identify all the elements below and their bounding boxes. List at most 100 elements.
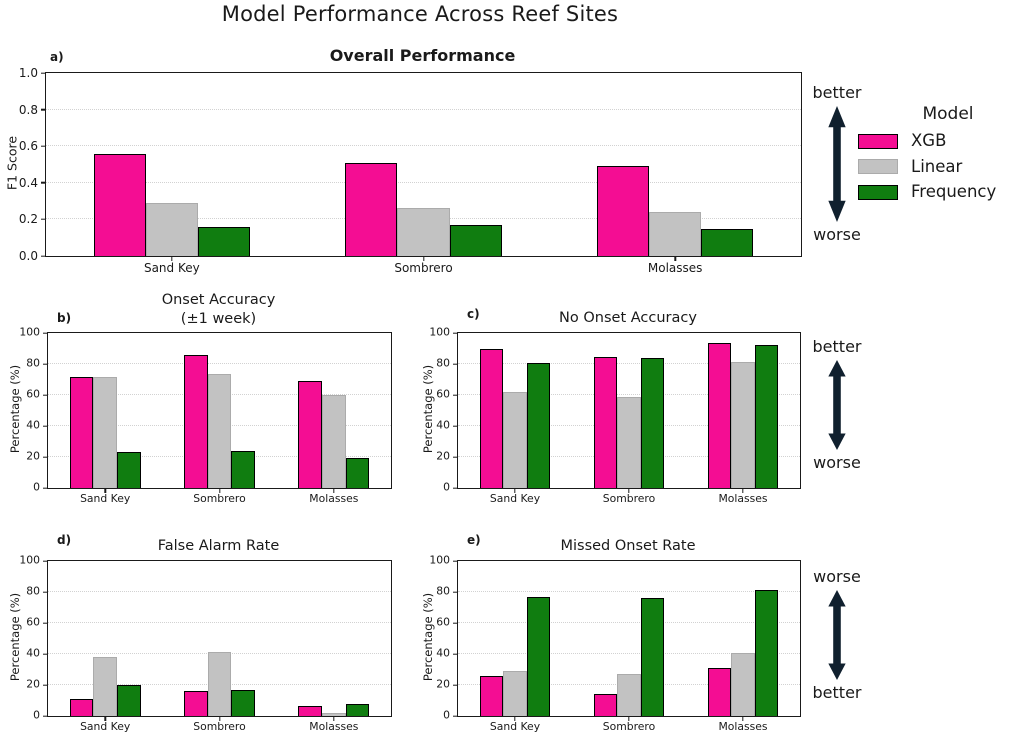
x-tick-mark [742,716,744,721]
x-tick-label-sand-key: Sand Key [80,720,131,733]
y-tick-mark [43,591,48,593]
y-tick-mark [43,363,48,365]
panel-label-b: b) [57,311,72,325]
y-tick-label: 20 [26,677,40,691]
gridline [48,591,391,592]
direction-annotation-e: worse better [799,567,875,703]
bar-linear-sombrero [207,652,232,716]
x-tick-label-sand-key: Sand Key [143,261,200,275]
x-tick-mark [422,256,425,261]
x-tick-label-sand-key: Sand Key [80,492,131,505]
gridline [48,622,391,623]
bar-linear-molasses [321,712,346,716]
y-tick-mark [43,560,48,562]
y-tick-mark [41,72,46,74]
y-tick-label: 100 [429,325,450,339]
y-axis-label-e: Percentage (%) [421,592,435,682]
x-tick-label-sand-key: Sand Key [489,720,541,733]
gridline [458,653,800,654]
x-tick-label-molasses: Molasses [647,261,703,275]
x-tick-label-sombrero: Sombrero [193,492,246,505]
bar-linear-sombrero [397,208,450,256]
y-tick-mark [43,394,48,396]
bar-frequency-sombrero [640,598,665,716]
y-tick-label: 60 [436,387,450,401]
better-label-c: better [812,337,862,356]
y-tick-label: 0.0 [18,249,38,263]
y-tick-mark [43,684,48,686]
bar-linear-molasses [731,653,755,716]
y-tick-mark [41,108,46,111]
legend-swatch-xgb [858,133,898,149]
y-tick-mark [41,145,46,147]
y-tick-mark [453,363,458,365]
y-tick-label: 20 [436,449,450,463]
y-tick-mark [41,255,46,257]
x-tick-label-molasses: Molasses [309,492,359,505]
panel-label-d: d) [57,533,72,547]
gridline [458,394,800,395]
y-tick-label: 100 [19,325,40,339]
y-axis-label-c: Percentage (%) [421,364,435,454]
bar-xgb-sombrero [183,691,208,716]
y-tick-mark [43,456,48,458]
y-axis-label-a: F1 Score [4,135,20,191]
x-tick-mark [104,488,106,493]
x-tick-label-molasses: Molasses [718,492,768,505]
double-arrow-icon [828,590,846,681]
double-arrow-icon [828,360,846,451]
bar-frequency-sombrero [231,690,255,716]
bar-linear-sand-key [503,391,527,488]
bar-linear-sombrero [617,396,641,488]
y-tick-mark [453,591,458,593]
y-tick-mark [453,560,458,562]
x-tick-mark [218,716,221,721]
y-tick-mark [453,622,458,624]
gridline [458,622,800,623]
x-tick-mark [171,256,173,261]
y-tick-label: 40 [26,418,40,432]
x-tick-label-molasses: Molasses [718,720,768,733]
bar-xgb-sand-key [69,377,94,488]
legend-label-frequency: Frequency [911,182,997,201]
panel-label-a: a) [50,50,64,64]
y-tick-label: 0 [33,480,40,494]
y-tick-mark [43,715,48,717]
x-tick-label-molasses: Molasses [309,720,359,733]
y-tick-label: 60 [26,387,40,401]
bar-frequency-molasses [701,228,754,256]
bar-linear-sand-key [93,377,117,488]
double-arrow-icon [828,106,846,223]
legend-label-linear: Linear [911,156,963,176]
x-tick-label-sombrero: Sombrero [602,492,656,505]
x-tick-mark [674,256,676,261]
plot-area-c: 0 20 40 60 80 100 Sand Key Sombrero Molasses [429,327,801,504]
bar-xgb-sand-key [479,675,504,716]
bar-xgb-sombrero [183,355,208,488]
bar-xgb-sombrero [593,357,618,488]
bar-linear-sand-key [145,202,198,256]
bar-frequency-sombrero [640,357,665,488]
x-tick-label-sombrero: Sombrero [193,720,246,733]
bar-frequency-sand-key [117,452,141,488]
legend-item-linear: Linear [858,156,1024,176]
y-tick-mark [41,218,46,221]
y-tick-label: 0 [443,480,450,494]
bar-frequency-sand-key [526,596,551,716]
y-tick-mark [43,425,48,427]
y-tick-mark [453,394,458,396]
y-tick-label: 80 [26,584,40,598]
panel-title-e: Missed Onset Rate [560,538,696,554]
y-tick-mark [453,715,458,717]
y-tick-label: 80 [436,356,450,370]
bar-linear-sombrero [617,674,641,716]
y-tick-label: 60 [436,615,450,629]
gridline [46,181,801,183]
bar-linear-molasses [731,362,755,488]
bar-xgb-sand-key [479,349,504,488]
bar-frequency-sand-key [526,363,551,488]
better-label-e: better [812,683,862,703]
legend-label-xgb: XGB [911,131,947,150]
y-tick-mark [453,684,458,686]
worse-label-c: worse [813,453,861,473]
